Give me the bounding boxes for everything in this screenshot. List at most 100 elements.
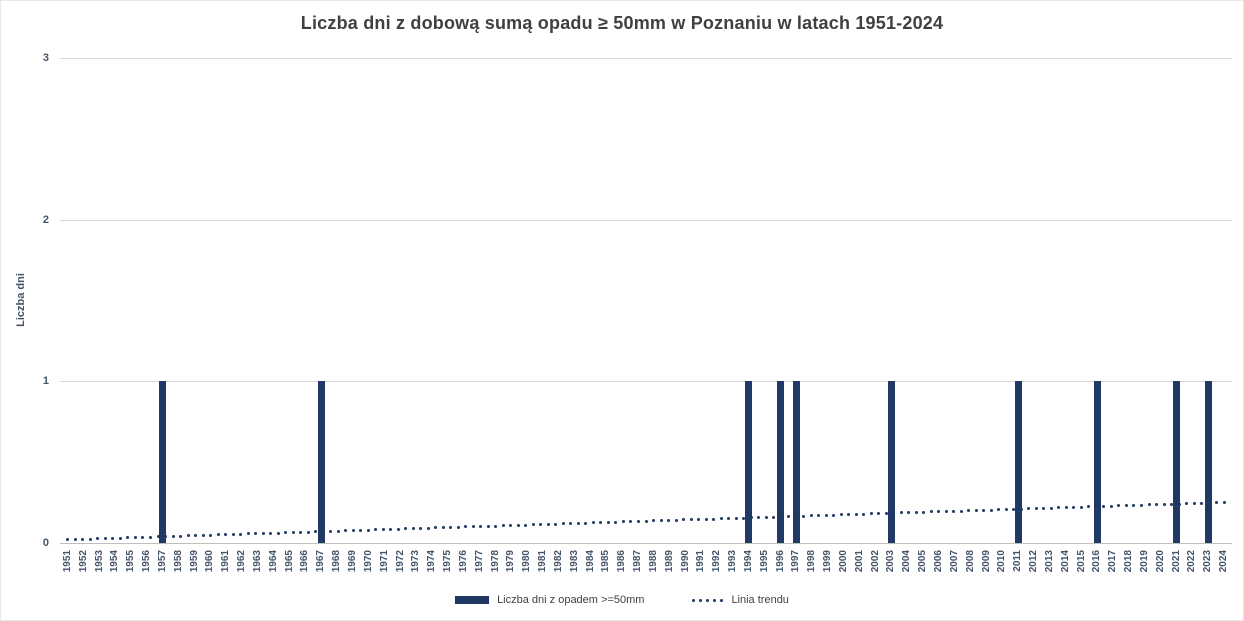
trend-dot bbox=[126, 536, 130, 540]
trend-dot bbox=[576, 521, 580, 525]
x-tick-label: 1959 bbox=[189, 550, 200, 573]
chart-title: Liczba dni z dobową sumą opadu ≥ 50mm w … bbox=[300, 13, 944, 33]
trend-dot bbox=[779, 515, 783, 519]
trend-dot bbox=[456, 525, 460, 529]
trend-dot bbox=[479, 524, 483, 528]
trend-dot bbox=[1057, 506, 1061, 510]
trend-dot bbox=[156, 535, 160, 539]
trend-dot bbox=[621, 520, 625, 524]
trend-dot bbox=[344, 529, 348, 533]
x-axis-line bbox=[60, 543, 1232, 544]
trend-dot bbox=[1027, 507, 1031, 511]
x-tick-label: 2013 bbox=[1044, 550, 1055, 573]
trend-dot bbox=[967, 509, 971, 513]
x-tick-label: 1962 bbox=[236, 550, 247, 573]
legend: Liczba dni z opadem >=50mm Linia trendu bbox=[1, 594, 1243, 606]
trend-dot bbox=[441, 526, 445, 530]
trend-dot bbox=[179, 534, 183, 538]
x-tick-label: 2000 bbox=[838, 550, 849, 573]
x-tick-label: 1954 bbox=[109, 550, 120, 573]
trend-dot bbox=[111, 536, 115, 540]
x-tick-label: 1984 bbox=[585, 550, 596, 573]
trend-dot bbox=[329, 529, 333, 533]
trend-dot bbox=[989, 508, 993, 512]
trend-dot bbox=[682, 518, 686, 522]
trend-dot bbox=[1147, 503, 1151, 507]
trend-dot bbox=[216, 533, 220, 537]
trend-dot bbox=[817, 514, 821, 518]
x-tick-label: 2014 bbox=[1060, 550, 1071, 573]
x-tick-label: 1972 bbox=[395, 550, 406, 573]
x-tick-label: 1992 bbox=[711, 550, 722, 573]
trend-dot bbox=[914, 510, 918, 514]
trend-dot bbox=[636, 519, 640, 523]
trend-dot bbox=[704, 517, 708, 521]
trend-dot bbox=[922, 510, 926, 514]
x-tick-label: 1974 bbox=[426, 550, 437, 573]
trend-dot bbox=[314, 530, 318, 534]
trend-dot bbox=[884, 511, 888, 515]
trend-dot bbox=[404, 527, 408, 531]
trend-dot bbox=[306, 530, 310, 534]
trend-dot bbox=[899, 511, 903, 515]
x-tick-label: 1955 bbox=[125, 550, 136, 573]
bar-2016 bbox=[1094, 381, 1101, 543]
trend-dot bbox=[509, 524, 513, 528]
x-tick-label: 2023 bbox=[1202, 550, 1213, 573]
x-tick-label: 1996 bbox=[775, 550, 786, 573]
trend-dot bbox=[88, 537, 92, 541]
trend-dot bbox=[434, 526, 438, 530]
trend-dot bbox=[1124, 504, 1128, 508]
trend-dot bbox=[103, 537, 107, 541]
x-tick-label: 1991 bbox=[695, 550, 706, 573]
x-tick-label: 1999 bbox=[822, 550, 833, 573]
trend-dot bbox=[464, 525, 468, 529]
trend-dot bbox=[809, 514, 813, 518]
x-tick-label: 2017 bbox=[1107, 550, 1118, 573]
y-tick-label: 2 bbox=[42, 214, 49, 226]
trend-dot bbox=[892, 511, 896, 515]
x-tick-label: 2001 bbox=[854, 550, 865, 573]
trend-dot bbox=[554, 522, 558, 526]
trend-dot bbox=[449, 525, 453, 529]
trend-dot bbox=[959, 509, 963, 513]
trend-dot bbox=[246, 532, 250, 536]
trend-dot bbox=[396, 527, 400, 531]
trend-dot bbox=[719, 517, 723, 521]
x-tick-label: 1989 bbox=[664, 550, 675, 573]
trend-dot bbox=[584, 521, 588, 525]
trend-dot bbox=[366, 528, 370, 532]
x-tick-label: 1968 bbox=[331, 550, 342, 573]
trend-dot bbox=[171, 534, 175, 538]
trend-dot bbox=[269, 531, 273, 535]
trend-dot bbox=[652, 519, 655, 523]
trend-dot bbox=[1087, 505, 1091, 509]
trend-dot bbox=[494, 524, 498, 528]
trend-dot bbox=[149, 535, 152, 539]
x-tick-label: 2008 bbox=[965, 550, 976, 573]
trend-dot bbox=[471, 525, 475, 529]
x-tick-label: 1980 bbox=[521, 550, 532, 573]
x-tick-label: 1971 bbox=[379, 550, 390, 573]
trend-dot bbox=[1064, 506, 1068, 510]
trend-dot bbox=[697, 517, 701, 521]
x-tick-label: 1953 bbox=[94, 550, 105, 573]
x-tick-label: 1983 bbox=[569, 550, 580, 573]
trend-dot bbox=[201, 533, 205, 537]
y-tick-label: 1 bbox=[42, 375, 49, 387]
trend-dot bbox=[1192, 502, 1196, 506]
x-tick-label: 2024 bbox=[1218, 550, 1229, 573]
bar-1967 bbox=[318, 381, 325, 543]
trend-dot bbox=[426, 526, 430, 530]
trend-dot bbox=[539, 523, 543, 527]
x-tick-label: 1987 bbox=[632, 550, 643, 573]
trend-dot bbox=[794, 514, 798, 518]
trend-dot bbox=[501, 524, 505, 528]
trend-dot bbox=[1200, 501, 1204, 505]
y-tick-label: 3 bbox=[42, 52, 49, 64]
trend-dot bbox=[1072, 505, 1076, 509]
x-tick-label: 2005 bbox=[917, 550, 928, 573]
legend-trend-dots-icon bbox=[692, 598, 724, 602]
trend-dot bbox=[524, 523, 528, 527]
bar-2003 bbox=[888, 381, 895, 543]
